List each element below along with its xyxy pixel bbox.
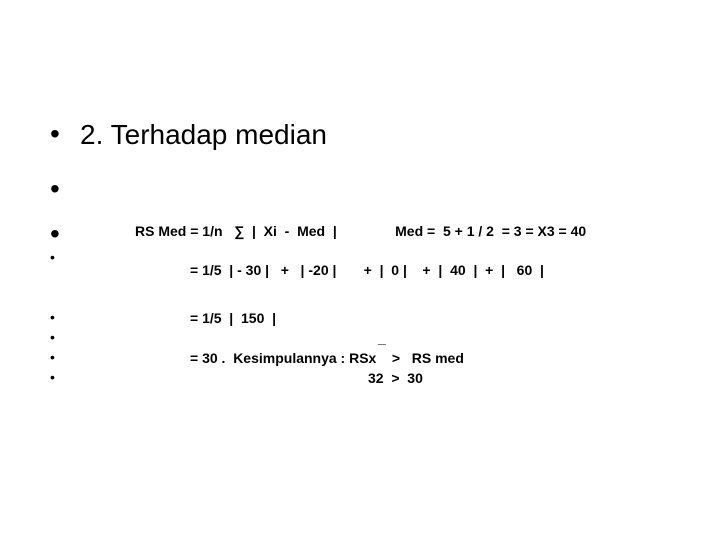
bullet-icon: • xyxy=(50,330,80,344)
bullet-icon: • xyxy=(50,120,80,148)
formula-line-4: = 30 . Kesimpulannya : RSx > RS med xyxy=(190,350,464,367)
line-2-row: = 1/5 | - 30 | + | -20 | + | 0 | + | 40 … xyxy=(190,262,544,279)
bullet-l5: • xyxy=(50,370,80,384)
bullet-l4: • xyxy=(50,350,80,364)
bullet-icon: • xyxy=(50,310,80,324)
formula-line-1: RS Med = 1/n ∑ | Xi - Med | Med = 5 + 1 … xyxy=(135,223,586,240)
line-3-row: = 1/5 | 150 | xyxy=(190,310,276,327)
formula-line-5: 32 > 30 xyxy=(368,370,423,387)
bullet-icon: • xyxy=(50,350,80,364)
line-5-row: 32 > 30 xyxy=(368,370,423,387)
bullet-icon: • xyxy=(50,175,80,203)
empty-bullet-2: • xyxy=(50,220,80,248)
slide-title: 2. Terhadap median xyxy=(80,120,327,151)
bullet-l3: • xyxy=(50,310,80,324)
formula-line-2: = 1/5 | - 30 | + | -20 | + | 0 | + | 40 … xyxy=(190,262,544,279)
bullet-l2: • xyxy=(50,250,80,264)
bullet-l4bar: • xyxy=(50,330,80,344)
bullet-icon: • xyxy=(50,250,80,264)
slide: • 2. Terhadap median • • RS Med = 1/n ∑ … xyxy=(0,0,720,540)
line-1-row: RS Med = 1/n ∑ | Xi - Med | Med = 5 + 1 … xyxy=(135,223,586,240)
bullet-icon: • xyxy=(50,220,80,248)
line-4-row: = 30 . Kesimpulannya : RSx > RS med xyxy=(190,350,464,367)
overbar: _ xyxy=(378,330,386,346)
bullet-icon: • xyxy=(50,370,80,384)
title-row: • 2. Terhadap median xyxy=(50,120,327,151)
empty-bullet-1: • xyxy=(50,175,80,203)
formula-line-3: = 1/5 | 150 | xyxy=(190,310,276,327)
